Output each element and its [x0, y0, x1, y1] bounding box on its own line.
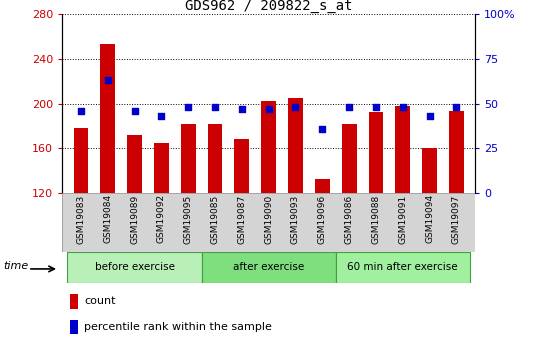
Text: percentile rank within the sample: percentile rank within the sample [84, 322, 272, 332]
Point [399, 104, 407, 110]
Title: GDS962 / 209822_s_at: GDS962 / 209822_s_at [185, 0, 353, 13]
Bar [422, 148, 437, 193]
Bar [449, 111, 464, 193]
Text: GSM19089: GSM19089 [130, 194, 139, 244]
Bar [62, 193, 475, 252]
Point [238, 106, 246, 112]
Text: before exercise: before exercise [94, 263, 174, 272]
Point [211, 104, 219, 110]
Bar [70, 320, 78, 334]
Bar [100, 44, 115, 193]
Point [372, 104, 380, 110]
Text: count: count [84, 296, 116, 306]
Text: GSM19090: GSM19090 [264, 194, 273, 244]
Bar [154, 143, 168, 193]
Bar [369, 112, 383, 193]
Bar [315, 179, 330, 193]
Bar [234, 139, 249, 193]
Point [77, 108, 85, 114]
Bar [201, 252, 336, 283]
Text: GSM19093: GSM19093 [291, 194, 300, 244]
Text: GSM19092: GSM19092 [157, 194, 166, 244]
Text: GSM19086: GSM19086 [345, 194, 354, 244]
Bar [207, 124, 222, 193]
Bar [70, 294, 78, 309]
Bar [288, 98, 303, 193]
Point [103, 77, 112, 83]
Bar [395, 106, 410, 193]
Text: GSM19096: GSM19096 [318, 194, 327, 244]
Point [345, 104, 354, 110]
Text: GSM19087: GSM19087 [237, 194, 246, 244]
Text: GSM19095: GSM19095 [184, 194, 193, 244]
Bar [73, 128, 88, 193]
Text: GSM19085: GSM19085 [211, 194, 219, 244]
Text: GSM19083: GSM19083 [76, 194, 85, 244]
Bar [181, 124, 195, 193]
Text: GSM19084: GSM19084 [103, 194, 112, 244]
Point [265, 106, 273, 112]
Text: GSM19094: GSM19094 [425, 194, 434, 244]
Bar [68, 252, 201, 283]
Point [184, 104, 192, 110]
Point [452, 104, 461, 110]
Point [426, 113, 434, 119]
Text: time: time [3, 261, 29, 271]
Bar [127, 135, 142, 193]
Bar [261, 101, 276, 193]
Point [130, 108, 139, 114]
Point [318, 126, 327, 131]
Bar [336, 252, 470, 283]
Bar [342, 124, 356, 193]
Text: after exercise: after exercise [233, 263, 304, 272]
Point [157, 113, 166, 119]
Text: GSM19097: GSM19097 [452, 194, 461, 244]
Text: 60 min after exercise: 60 min after exercise [347, 263, 458, 272]
Point [291, 104, 300, 110]
Text: GSM19088: GSM19088 [372, 194, 381, 244]
Text: GSM19091: GSM19091 [399, 194, 407, 244]
